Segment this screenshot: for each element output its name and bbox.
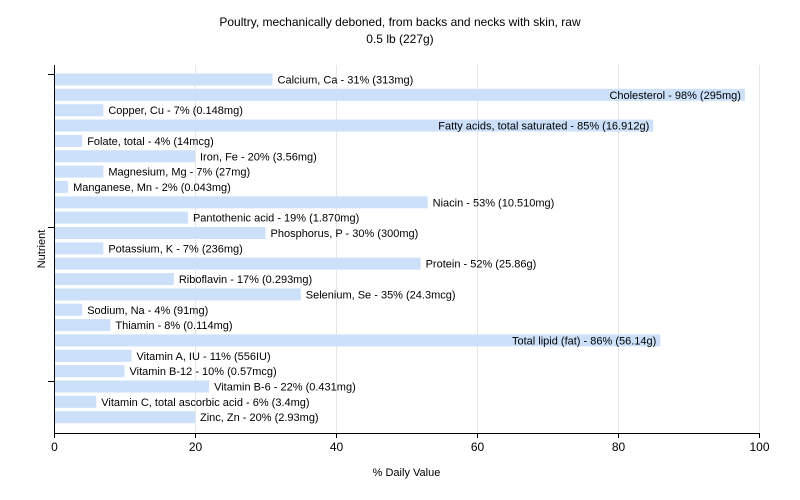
y-axis-title: Nutrient <box>36 230 48 269</box>
bar-label: Magnesium, Mg - 7% (27mg) <box>108 167 250 179</box>
bar <box>55 288 301 301</box>
bar <box>55 273 174 286</box>
bar-label: Zinc, Zn - 20% (2.93mg) <box>200 412 319 424</box>
x-axis-title: % Daily Value <box>373 467 441 479</box>
bar-label: Manganese, Mn - 2% (0.043mg) <box>73 182 231 194</box>
axes <box>54 65 760 434</box>
bar-label: Iron, Fe - 20% (3.56mg) <box>200 151 317 163</box>
x-tick-label: 60 <box>471 440 485 454</box>
bar <box>55 380 210 393</box>
bar <box>55 319 111 332</box>
bar-label: Cholesterol - 98% (295mg) <box>609 90 740 102</box>
bar <box>55 165 104 178</box>
x-tick-label: 40 <box>330 440 344 454</box>
bar <box>55 180 69 193</box>
x-tick-label: 0 <box>51 440 58 454</box>
bar <box>55 88 745 101</box>
bar-label: Calcium, Ca - 31% (313mg) <box>278 75 414 87</box>
bar-label: Protein - 52% (25.86g) <box>426 259 537 271</box>
bar-label: Vitamin A, IU - 11% (556IU) <box>137 351 271 363</box>
bar-labels: Calcium, Ca - 31% (313mg) Cholesterol - 9… <box>73 75 741 425</box>
bar <box>55 150 195 163</box>
bar-label: Potassium, K - 7% (236mg) <box>108 243 243 255</box>
bar-label: Vitamin B-12 - 10% (0.57mcg) <box>130 366 277 378</box>
bar <box>55 242 104 255</box>
bar-label: Vitamin B-6 - 22% (0.431mg) <box>214 382 356 394</box>
bar-label: Total lipid (fat) - 86% (56.14g) <box>512 335 656 347</box>
chart-title: Poultry, mechanically deboned, from back… <box>219 15 581 29</box>
x-tick-label: 100 <box>749 440 769 454</box>
bar-label: Sodium, Na - 4% (91mg) <box>87 305 208 317</box>
bar <box>55 73 273 86</box>
chart-subtitle: 0.5 lb (227g) <box>366 32 434 46</box>
bar <box>55 227 266 239</box>
bar-label: Pantothenic acid - 19% (1.870mg) <box>193 213 359 225</box>
bars <box>55 73 745 424</box>
bar-label: Thiamin - 8% (0.114mg) <box>115 320 232 332</box>
bar <box>55 349 132 362</box>
bar-label: Fatty acids, total saturated - 85% (16.9… <box>438 121 649 133</box>
x-tick-label: 20 <box>189 440 203 454</box>
bar-label: Vitamin C, total ascorbic acid - 6% (3.4… <box>101 397 309 409</box>
bar <box>55 196 428 209</box>
bar <box>55 395 97 408</box>
bar <box>55 334 661 347</box>
bar <box>55 365 125 378</box>
bar <box>55 211 188 224</box>
bar-label: Phosphorus, P - 30% (300mg) <box>271 228 419 240</box>
ticks: 0 20 40 60 80 100 <box>48 74 770 454</box>
bar <box>55 134 83 147</box>
bar-label: Selenium, Se - 35% (24.3mcg) <box>306 289 456 301</box>
bar <box>55 119 654 132</box>
bar <box>55 411 195 424</box>
bar-label: Niacin - 53% (10.510mg) <box>433 197 555 209</box>
bar-label: Copper, Cu - 7% (0.148mg) <box>108 105 243 117</box>
bar-label: Riboflavin - 17% (0.293mg) <box>179 274 312 286</box>
bar <box>55 303 83 316</box>
x-tick-label: 80 <box>612 440 626 454</box>
bar <box>55 104 104 117</box>
bar-label: Folate, total - 4% (14mcg) <box>87 136 214 148</box>
bar <box>55 257 421 270</box>
